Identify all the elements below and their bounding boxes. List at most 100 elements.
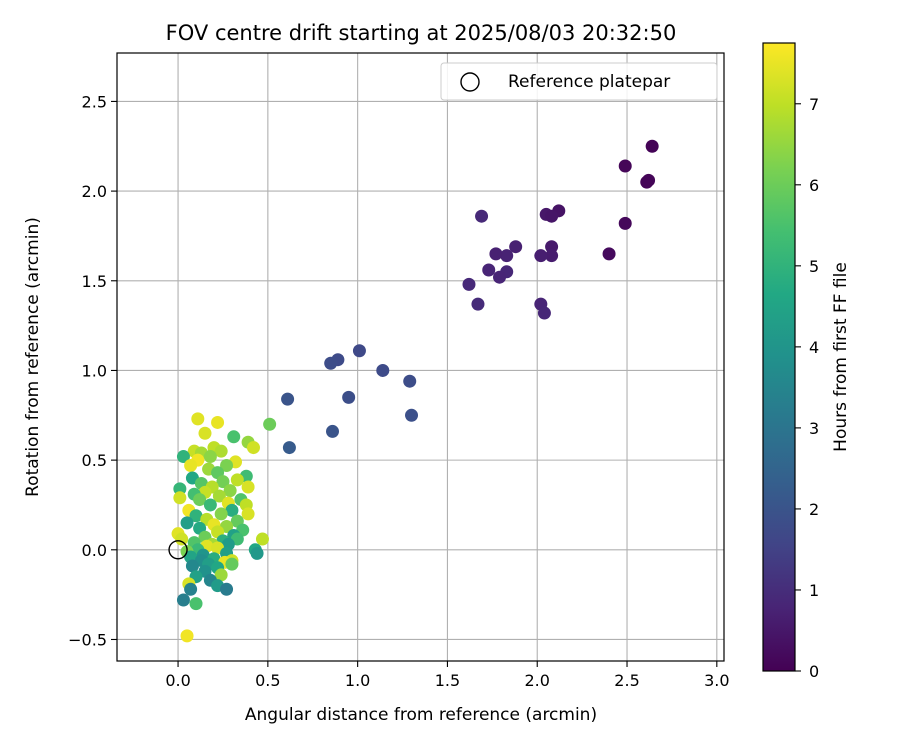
y-tick-label: 1.5: [82, 272, 107, 291]
data-point: [618, 216, 632, 230]
colorbar-tick-label: 3: [809, 419, 819, 438]
data-point: [405, 408, 419, 422]
data-point: [545, 240, 559, 254]
x-axis-label: Angular distance from reference (arcmin): [245, 705, 597, 725]
data-point: [198, 426, 212, 440]
data-point: [500, 249, 514, 263]
chart-title: FOV centre drift starting at 2025/08/03 …: [166, 21, 677, 45]
data-point: [220, 582, 234, 596]
data-point: [203, 450, 217, 464]
colorbar-tick-label: 4: [809, 338, 819, 357]
x-tick-label: 3.0: [704, 671, 729, 690]
legend-marker-icon: [460, 72, 480, 92]
colorbar-tick-label: 1: [809, 581, 819, 600]
data-point: [545, 209, 559, 223]
data-point: [175, 532, 189, 546]
reference-marker: [168, 540, 188, 560]
data-point: [537, 306, 551, 320]
data-point: [176, 593, 190, 607]
x-tick-label: 2.5: [614, 671, 639, 690]
data-point: [225, 503, 239, 517]
colorbar-tick-label: 5: [809, 257, 819, 276]
data-point: [214, 507, 228, 521]
data-point: [185, 559, 199, 573]
data-point: [324, 356, 338, 370]
data-point: [223, 484, 237, 498]
y-tick-label: 0.5: [82, 451, 107, 470]
x-tick-label: 2.0: [525, 671, 550, 690]
colorbar: 0 1 2 3 4 5 6 7 Hours from first FF file: [762, 42, 851, 681]
data-point: [214, 568, 228, 582]
data-point: [545, 249, 559, 263]
plot-frame: [116, 52, 725, 662]
data-point: [250, 546, 264, 560]
data-point: [189, 509, 203, 523]
y-axis-ticks: −0.5 0.0 0.5 1.0 1.5 2.0 2.5: [68, 92, 117, 649]
data-point: [493, 270, 507, 284]
data-point: [191, 412, 205, 426]
data-point: [618, 159, 632, 173]
y-tick-label: 2.0: [82, 182, 107, 201]
data-point: [462, 277, 476, 291]
colorbar-tick-label: 0: [809, 662, 819, 681]
y-tick-label: 1.0: [82, 361, 107, 380]
data-points: [171, 139, 659, 643]
data-point: [342, 390, 356, 404]
data-point: [212, 489, 226, 503]
x-tick-label: 0.0: [165, 671, 190, 690]
data-point: [225, 557, 239, 571]
data-point: [176, 450, 190, 464]
data-point: [326, 424, 340, 438]
data-point: [203, 498, 217, 512]
data-point: [489, 247, 503, 261]
data-point: [216, 475, 230, 489]
data-point: [230, 473, 244, 487]
y-tick-label: 2.5: [82, 92, 107, 111]
x-tick-label: 1.5: [435, 671, 460, 690]
legend-label: Reference platepar: [508, 72, 670, 92]
colorbar-gradient: [762, 42, 796, 672]
data-point: [173, 482, 187, 496]
data-point: [227, 430, 241, 444]
data-point: [214, 444, 228, 458]
data-point: [193, 493, 207, 507]
data-point: [180, 516, 194, 530]
colorbar-ticks: 0 1 2 3 4 5 6 7: [795, 95, 819, 681]
data-point: [282, 441, 296, 455]
data-point: [645, 139, 659, 153]
data-point: [281, 392, 295, 406]
data-point: [255, 532, 269, 546]
x-axis-ticks: 0.0 0.5 1.0 1.5 2.0 2.5 3.0: [165, 661, 730, 690]
y-tick-label: −0.5: [68, 630, 107, 649]
data-point: [184, 459, 198, 473]
data-point: [376, 363, 390, 377]
colorbar-tick-label: 7: [809, 95, 819, 114]
data-point: [475, 209, 489, 223]
data-point: [241, 480, 255, 494]
colorbar-tick-label: 6: [809, 176, 819, 195]
data-point: [509, 240, 523, 254]
data-point: [352, 344, 366, 358]
data-point: [482, 263, 496, 277]
data-point: [173, 491, 187, 505]
data-point: [534, 249, 548, 263]
y-axis-label: Rotation from reference (arcmin): [23, 217, 43, 497]
colorbar-label: Hours from first FF file: [831, 262, 851, 452]
x-tick-label: 1.0: [345, 671, 370, 690]
data-point: [602, 247, 616, 261]
data-point: [471, 297, 485, 311]
grid: [117, 53, 724, 661]
legend: Reference platepar: [440, 62, 718, 101]
data-point: [220, 459, 234, 473]
data-point: [246, 441, 260, 455]
data-point: [189, 597, 203, 611]
data-point: [640, 175, 654, 189]
data-point: [241, 507, 255, 521]
y-tick-label: 0.0: [82, 541, 107, 560]
x-tick-label: 0.5: [255, 671, 280, 690]
data-point: [184, 582, 198, 596]
legend-box: [440, 62, 718, 101]
data-point: [403, 374, 417, 388]
